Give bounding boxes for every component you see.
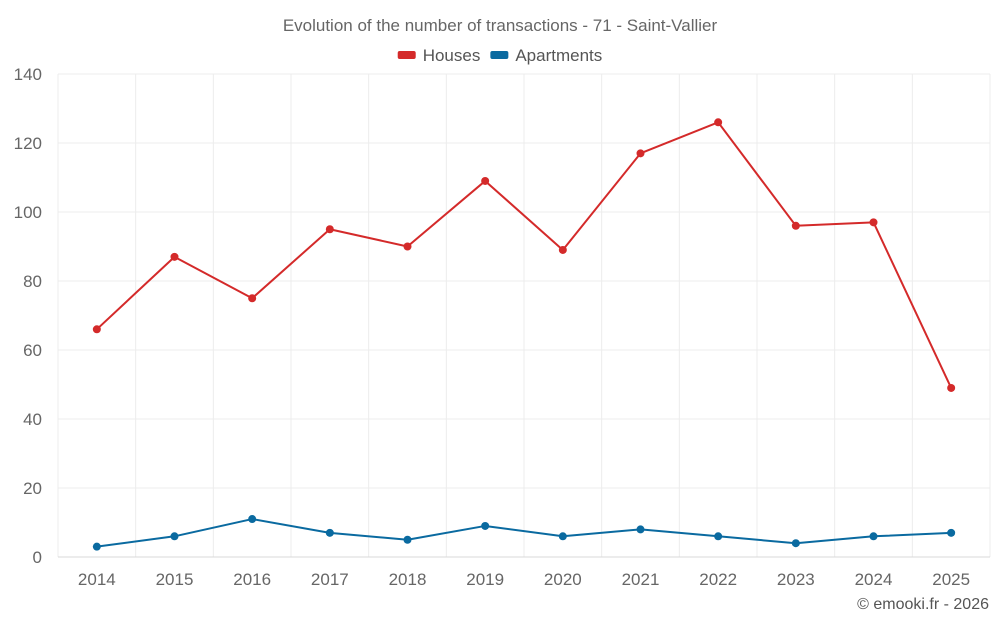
x-tick-label: 2023	[777, 570, 815, 589]
legend-item-houses: Houses	[397, 46, 481, 65]
legend-swatch	[397, 51, 416, 59]
data-point-houses	[791, 221, 800, 230]
legend-swatch	[490, 51, 509, 59]
chart-title: Evolution of the number of transactions …	[283, 16, 718, 35]
data-point-houses	[558, 245, 567, 254]
y-tick-label: 40	[23, 410, 42, 429]
data-point-houses	[869, 218, 878, 227]
data-point-apartments	[947, 528, 956, 537]
data-point-houses	[947, 383, 956, 392]
x-tick-label: 2016	[233, 570, 271, 589]
x-tick-label: 2019	[466, 570, 504, 589]
x-tick-label: 2020	[544, 570, 582, 589]
y-tick-label: 80	[23, 272, 42, 291]
data-point-apartments	[248, 515, 257, 524]
data-point-apartments	[170, 532, 179, 541]
y-tick-label: 20	[23, 479, 42, 498]
data-point-apartments	[558, 532, 567, 541]
data-point-houses	[636, 149, 645, 158]
data-point-houses	[403, 242, 412, 251]
data-point-houses	[92, 325, 101, 334]
y-tick-label: 120	[14, 134, 42, 153]
data-point-apartments	[92, 542, 101, 551]
x-tick-label: 2018	[389, 570, 427, 589]
data-point-apartments	[403, 535, 412, 544]
credit-text: © emooki.fr - 2026	[857, 596, 989, 613]
x-tick-label: 2025	[932, 570, 970, 589]
y-axis: 0 20 40 60 80 100 120 140	[14, 65, 42, 567]
data-point-apartments	[869, 532, 878, 541]
x-tick-label: 2024	[855, 570, 893, 589]
grid-lines	[57, 73, 991, 557]
data-point-apartments	[481, 521, 490, 530]
series-line-houses	[96, 121, 953, 389]
data-point-houses	[714, 118, 723, 127]
chart-legend: Houses Apartments	[397, 46, 602, 65]
data-point-apartments	[636, 525, 645, 534]
data-point-apartments	[325, 528, 334, 537]
x-tick-label: 2014	[78, 570, 116, 589]
y-tick-label: 60	[23, 341, 42, 360]
x-tick-label: 2022	[699, 570, 737, 589]
legend-item-apartments: Apartments	[490, 46, 602, 65]
chart-series	[92, 118, 956, 551]
y-tick-label: 100	[14, 203, 42, 222]
data-point-apartments	[791, 539, 800, 548]
x-tick-label: 2021	[622, 570, 660, 589]
y-tick-label: 0	[33, 548, 42, 567]
data-point-houses	[325, 225, 334, 234]
legend-label: Houses	[423, 46, 481, 65]
data-point-houses	[170, 252, 179, 261]
data-point-houses	[481, 176, 490, 185]
data-point-houses	[248, 294, 257, 303]
x-tick-label: 2017	[311, 570, 349, 589]
x-tick-label: 2015	[156, 570, 194, 589]
y-tick-label: 140	[14, 65, 42, 84]
legend-label: Apartments	[515, 46, 602, 65]
x-axis: 2014 2015 2016 2017 2018 2019 2020 2021 2022 2023…	[58, 556, 990, 589]
data-point-apartments	[714, 532, 723, 541]
series-line-apartments	[96, 518, 952, 548]
